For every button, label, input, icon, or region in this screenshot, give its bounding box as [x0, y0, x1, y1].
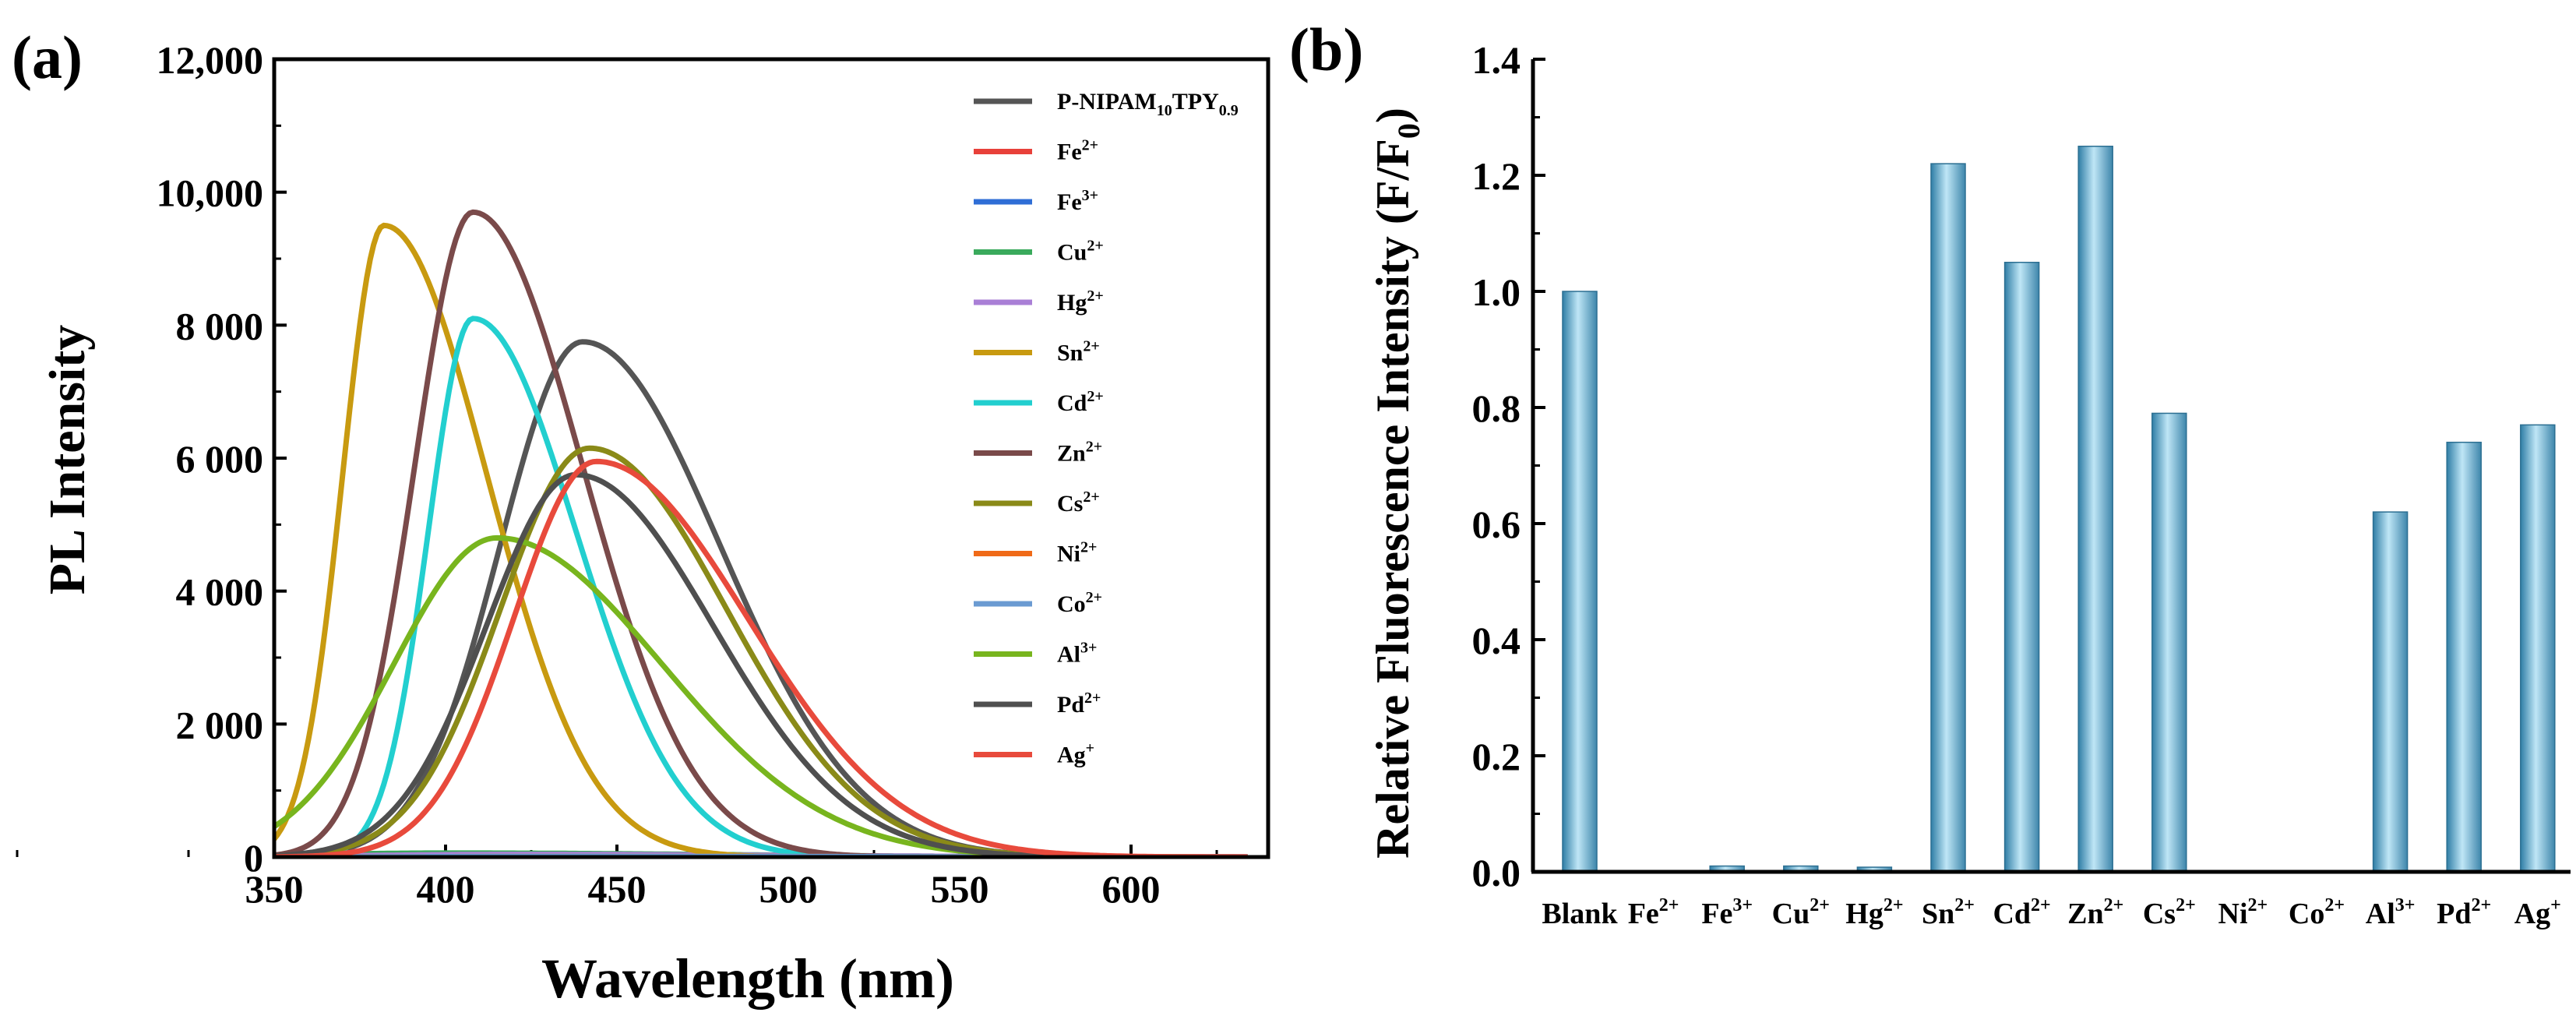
- series-line: [274, 445, 1248, 857]
- legend-entry: Pd2+: [1057, 690, 1101, 718]
- bar: [2520, 424, 2556, 873]
- bar: [2372, 511, 2409, 873]
- panel-a-ylabel: PL Intensity: [39, 325, 96, 595]
- category-label: Fe3+: [1701, 895, 1753, 930]
- legend-entry: Al3+: [1057, 640, 1097, 668]
- category-label: Ni2+: [2218, 895, 2268, 930]
- x-tick-label: 350: [245, 867, 304, 911]
- panel-b-ylabel-end: ): [1367, 108, 1418, 123]
- category-label: Blank: [1542, 898, 1618, 930]
- legend-entry: Ag+: [1057, 740, 1094, 768]
- panel-a-ylabel-wrap: PL Intensity: [39, 325, 96, 595]
- category-label: Pd2+: [2437, 895, 2491, 930]
- legend-entry: Ni2+: [1057, 539, 1097, 567]
- y-tick-label: 0.8: [1472, 386, 1521, 430]
- y-tick-label: 1.4: [1472, 38, 1521, 82]
- panel-b-ylabel-sub: 0: [1391, 123, 1426, 139]
- y-tick-label: 0.6: [1472, 503, 1521, 546]
- panel-b-ylabel-main: Relative Fluorescence Intensity (F/F: [1367, 139, 1418, 859]
- y-tick-label: 6 000: [176, 437, 264, 481]
- y-tick-label: 0.4: [1472, 619, 1521, 662]
- y-tick-label: 8 000: [176, 304, 264, 347]
- y-tick-label: 2 000: [176, 703, 264, 746]
- y-tick-label: 0: [244, 836, 263, 880]
- category-label: Sn2+: [1922, 895, 1975, 930]
- category-label: Co2+: [2289, 895, 2345, 930]
- bar: [2446, 441, 2482, 873]
- x-tick-label: 550: [931, 867, 989, 911]
- legend-entry: Cu2+: [1057, 238, 1104, 266]
- panel-b-ylabel: Relative Fluorescence Intensity (F/F0): [1367, 108, 1426, 859]
- panel-b-ylabel-wrap: Relative Fluorescence Intensity (F/F0): [1367, 108, 1426, 859]
- y-tick-label: 0.0: [1472, 851, 1521, 894]
- bar: [2003, 262, 2040, 873]
- bar: [1562, 291, 1598, 873]
- y-tick-label: 0.2: [1472, 735, 1521, 778]
- series-line: [274, 209, 1248, 857]
- legend-entry: Zn2+: [1057, 439, 1102, 467]
- panel-b-label: (b): [1289, 16, 1363, 83]
- bar: [2077, 146, 2113, 873]
- panel-a-plot-frame: [272, 57, 1270, 859]
- category-label: Cs2+: [2143, 895, 2196, 930]
- x-tick-label: 450: [588, 867, 647, 911]
- bar: [1930, 163, 1966, 873]
- legend-entry: Co2+: [1057, 589, 1102, 617]
- y-tick-label: 4 000: [176, 570, 264, 614]
- category-label: Fe2+: [1628, 895, 1679, 930]
- panel-a-xlabel: Wavelength (nm): [541, 947, 954, 1010]
- bar: [2151, 412, 2187, 873]
- series-line: [274, 458, 1248, 857]
- x-tick-label: 600: [1102, 867, 1161, 911]
- x-tick-label: 500: [759, 867, 818, 911]
- y-tick-label: 10,000: [157, 171, 264, 215]
- y-tick-label: 1.0: [1472, 270, 1521, 314]
- legend-entry: Cd2+: [1057, 388, 1104, 416]
- series-line: [274, 316, 1248, 857]
- y-tick-label: 1.2: [1472, 154, 1521, 198]
- panel-b-bar-chart: (b) Relative Fluorescence Intensity (F/F…: [1289, 16, 2571, 930]
- category-label: Zn2+: [2067, 895, 2123, 930]
- x-tick-label: 400: [417, 867, 475, 911]
- category-label: Hg2+: [1845, 895, 1903, 930]
- legend-entry: P-NIPAM10TPY0.9: [1057, 89, 1239, 119]
- category-label: Cd2+: [1993, 895, 2050, 930]
- legend-entry: Hg2+: [1057, 287, 1104, 316]
- panel-a-line-chart: (a) PL Intensity Wavelength (nm) 350 400 4…: [12, 23, 1270, 1010]
- y-tick-label: 12,000: [157, 38, 264, 82]
- legend-entry: Fe2+: [1057, 137, 1098, 165]
- category-label: Cu2+: [1772, 895, 1830, 930]
- series-line: [274, 222, 1248, 857]
- legend-entry: Cs2+: [1057, 489, 1100, 517]
- legend-entry: Fe3+: [1057, 187, 1098, 215]
- category-label: Al3+: [2366, 895, 2416, 930]
- panel-a-label: (a): [12, 23, 83, 91]
- category-label: Ag+: [2514, 895, 2561, 930]
- legend-entry: Sn2+: [1057, 338, 1100, 366]
